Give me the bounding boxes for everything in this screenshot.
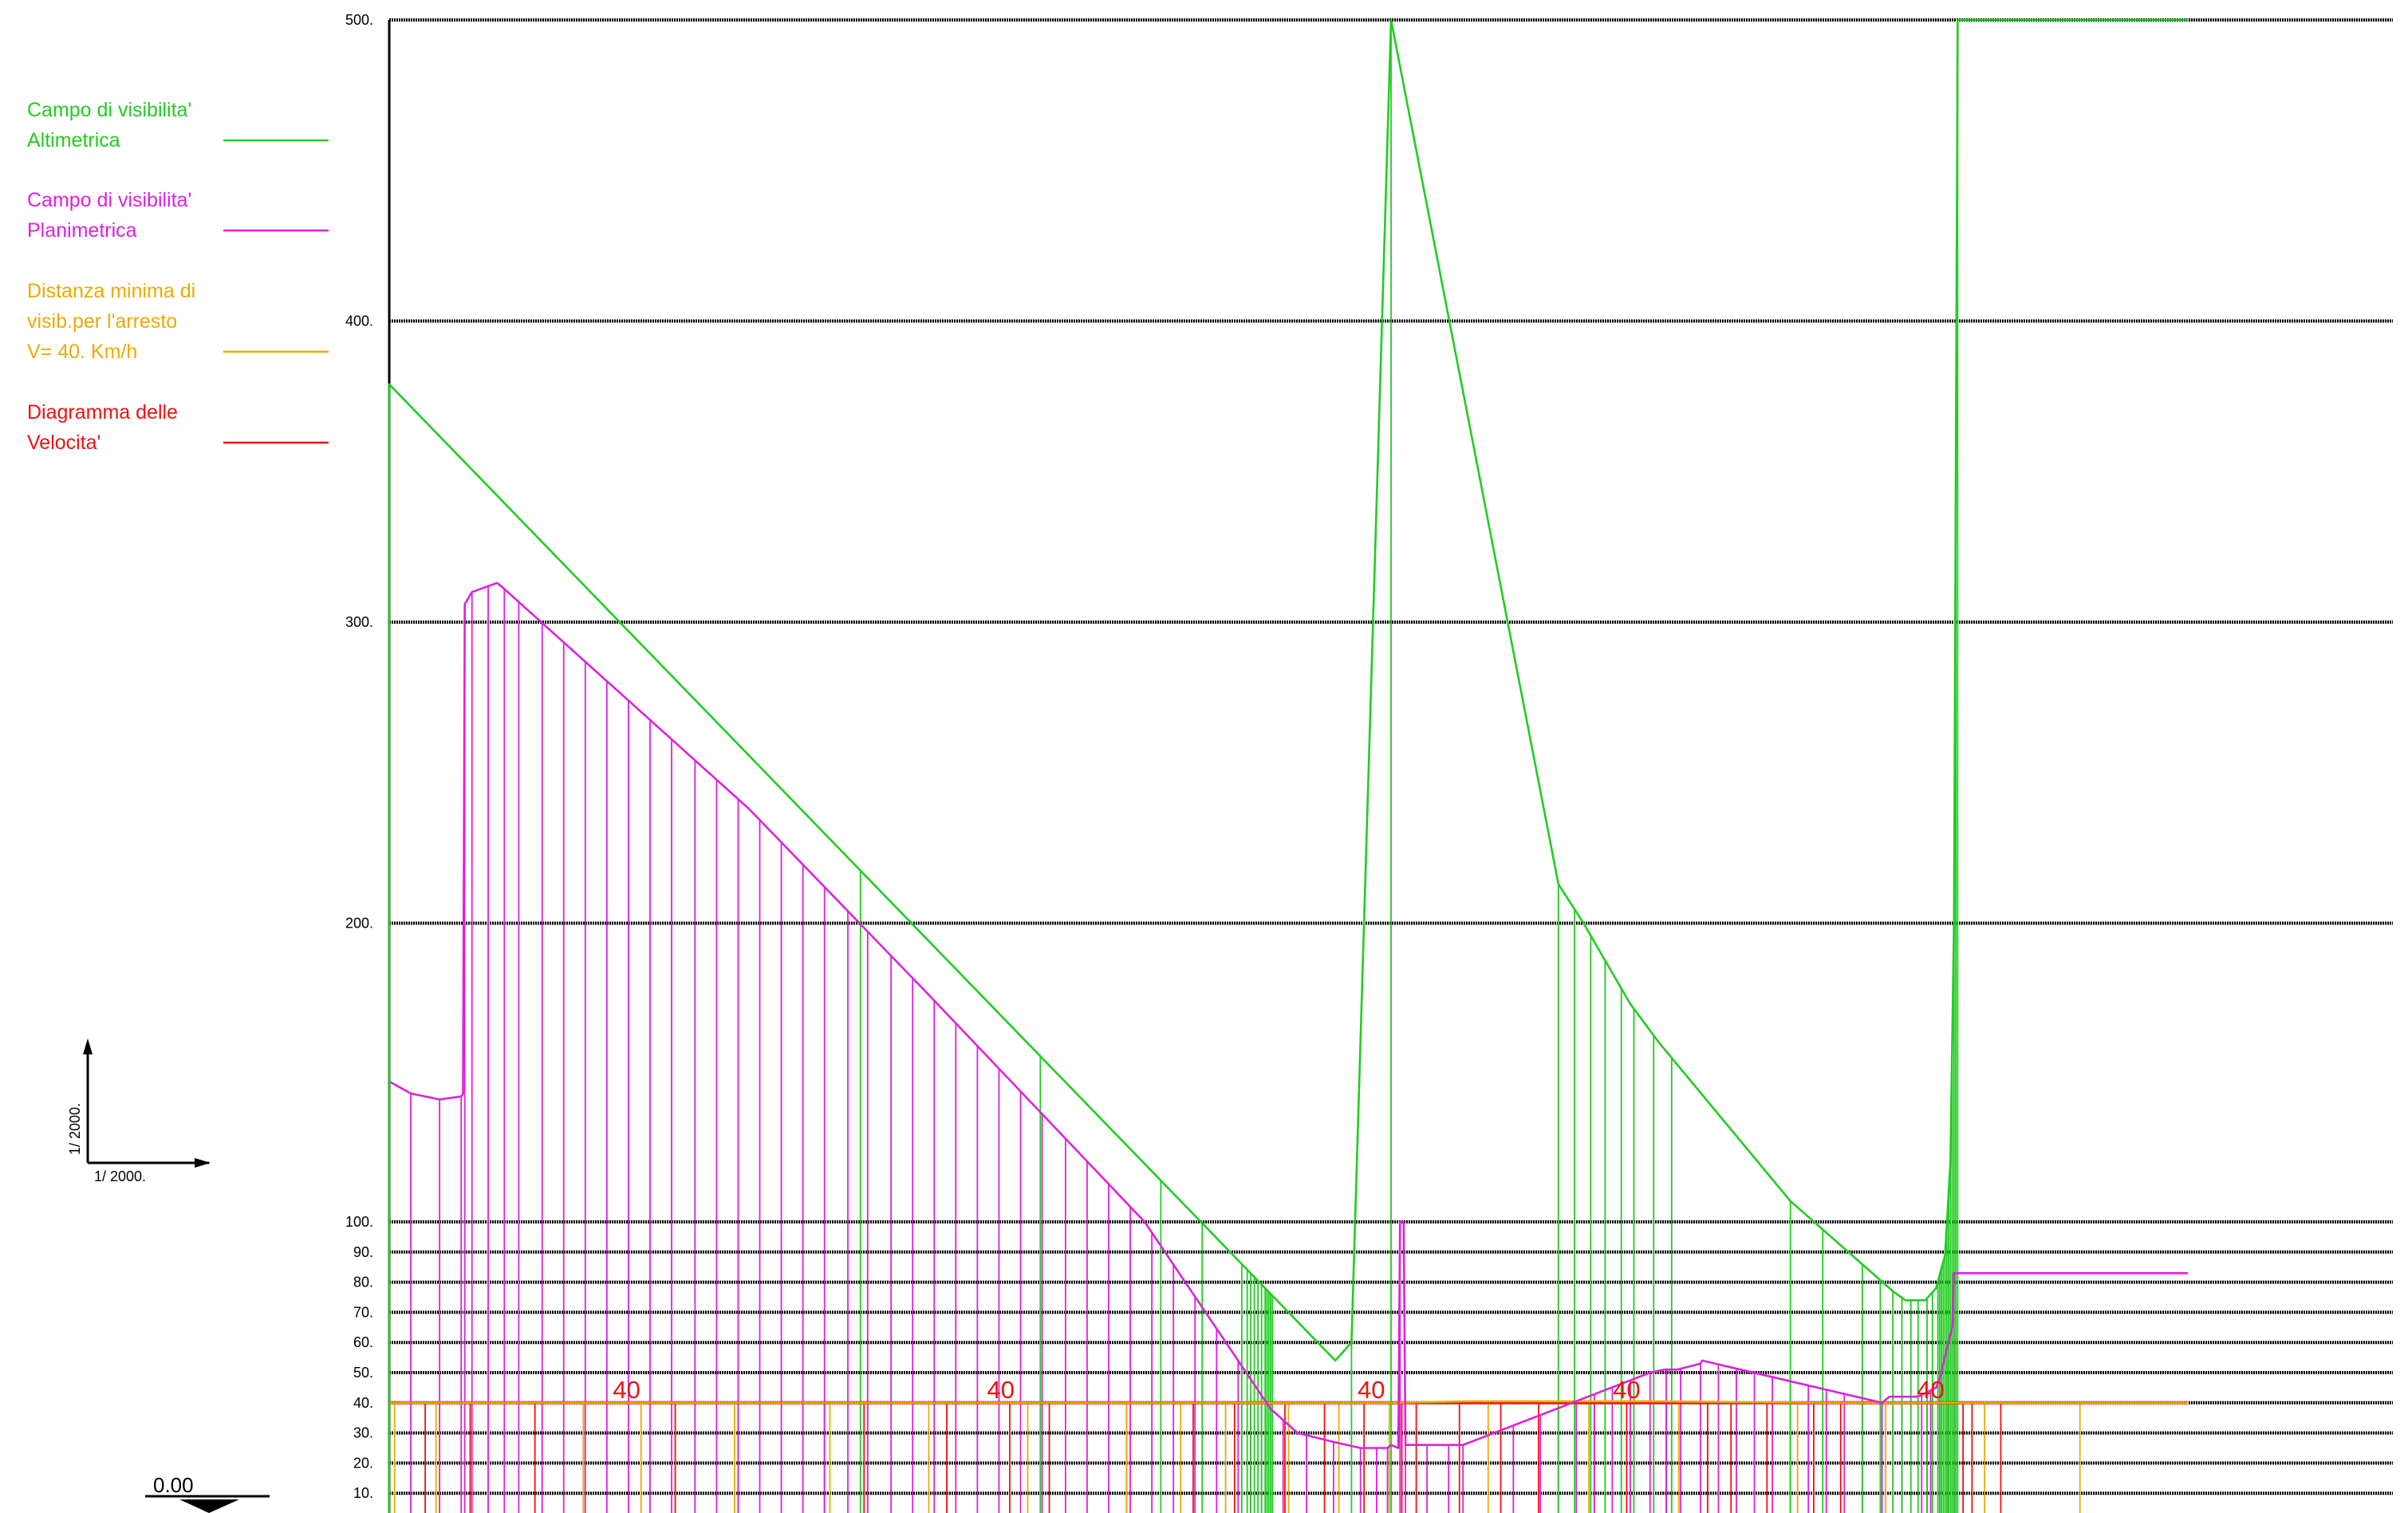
elevation-triangle-icon <box>179 1499 239 1513</box>
y-tick-label: 50. <box>353 1365 373 1381</box>
y-tick-label: 80. <box>353 1275 373 1290</box>
legend-text: Altimetrica <box>27 129 120 152</box>
series-line <box>388 18 2188 1513</box>
legend-text: Campo di visibilita' <box>27 99 191 121</box>
elevation-label: 0.00 <box>153 1473 194 1497</box>
legend-entry: Campo di visibilita' Altimetrica <box>27 99 329 152</box>
legend-text: Planimetrica <box>27 219 137 242</box>
scale-vertical-label: 1/ 2000. <box>67 1103 83 1155</box>
scale-indicator: 1/ 2000. 1/ 2000. <box>67 1038 211 1184</box>
y-tick-label: 400. <box>345 313 373 329</box>
series-line <box>389 1400 2188 1405</box>
series-line <box>388 581 2188 1449</box>
legend-entry: Diagramma delle Velocita' <box>27 401 329 454</box>
legend-entry: Distanza minima di visib.per l'arresto V= … <box>27 280 329 363</box>
y-tick-label: 500. <box>345 12 373 28</box>
y-tick-label: 70. <box>353 1304 373 1320</box>
y-tick-label: 30. <box>353 1425 373 1441</box>
legend-text: Velocita' <box>27 431 100 454</box>
speed-label: 40 <box>1613 1376 1640 1404</box>
scale-axis-arrow-icon <box>86 1046 209 1164</box>
drop-lines <box>388 20 2081 1513</box>
speed-label: 40 <box>1358 1376 1385 1404</box>
y-tick-label: 40. <box>353 1395 373 1411</box>
series-drops <box>393 1401 2081 1513</box>
legend-text: V= 40. Km/h <box>27 341 137 363</box>
scale-horizontal-label: 1/ 2000. <box>94 1168 146 1184</box>
legend-text: Campo di visibilita' <box>27 189 191 211</box>
speed-label: 40 <box>987 1376 1014 1404</box>
legend-text: visib.per l'arresto <box>27 310 177 333</box>
y-tick-label: 90. <box>353 1244 373 1260</box>
y-tick-label: 60. <box>353 1334 373 1350</box>
scale-right-arrow-icon <box>195 1158 211 1168</box>
y-tick-label: 300. <box>345 614 373 630</box>
speed-label: 40 <box>613 1376 640 1404</box>
y-tick-label: 100. <box>345 1214 373 1230</box>
y-tick-label: 10. <box>353 1485 373 1501</box>
scale-up-arrow-icon <box>83 1038 93 1054</box>
y-tick-label: 200. <box>345 916 373 932</box>
elevation-marker: 0.00 <box>145 1473 270 1513</box>
y-tick-label: 20. <box>353 1455 373 1471</box>
speed-label: 40 <box>1917 1376 1944 1404</box>
legend-text: Diagramma delle <box>27 401 178 424</box>
legend-entry: Campo di visibilita' Planimetrica <box>27 189 329 242</box>
series-lines <box>388 18 2188 1513</box>
speed-labels: 40 40 40 40 40 <box>613 1376 1944 1404</box>
legend-text: Distanza minima di <box>27 280 195 302</box>
